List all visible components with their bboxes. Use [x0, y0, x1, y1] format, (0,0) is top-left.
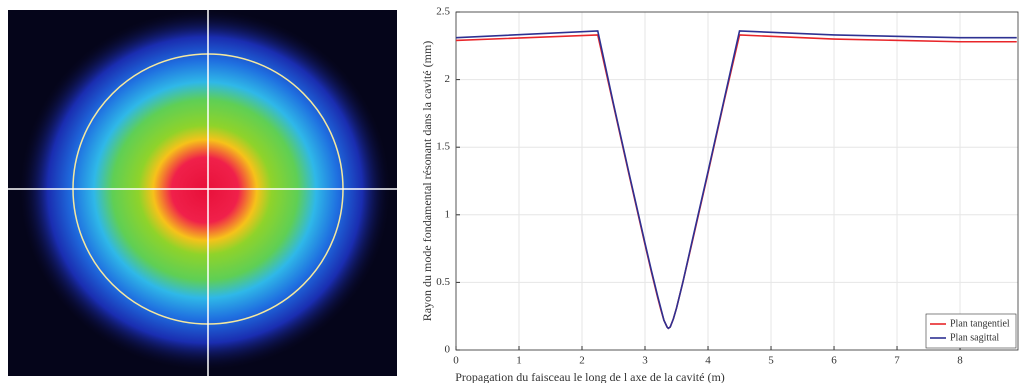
y-tick-label: 0.5 — [436, 276, 450, 288]
legend-label: Plan sagittal — [950, 332, 999, 343]
legend-box — [925, 313, 1017, 349]
x-tick-label: 2 — [579, 355, 585, 367]
beam-spot — [20, 10, 390, 370]
line-series — [455, 34, 1017, 330]
chart: Propagation du faisceau le long de l axe… — [420, 41, 725, 384]
x-tick-label: 8 — [957, 355, 963, 367]
y-tick-label: 2 — [445, 73, 451, 85]
plot-frame — [455, 11, 1019, 351]
y-tick-label: 2.5 — [436, 6, 450, 18]
y-tick-label: 0 — [445, 344, 451, 356]
x-tick-label: 4 — [705, 355, 711, 367]
line-series — [455, 30, 1017, 330]
legend-label: Plan tangentiel — [950, 318, 1010, 329]
y-tick-label: 1 — [445, 208, 451, 220]
y-tick-label: 1.5 — [436, 141, 450, 153]
x-axis-label: Propagation du faisceau le long de l axe… — [455, 370, 725, 383]
x-tick-label: 0 — [453, 355, 459, 367]
y-axis-label: Rayon du mode fondamental résonant dans … — [420, 41, 434, 322]
x-tick-label: 3 — [642, 355, 648, 367]
x-tick-label: 5 — [768, 355, 774, 367]
x-tick-label: 1 — [516, 355, 522, 367]
beam-image — [8, 10, 397, 376]
x-tick-label: 7 — [894, 355, 900, 367]
x-tick-label: 6 — [831, 355, 837, 367]
